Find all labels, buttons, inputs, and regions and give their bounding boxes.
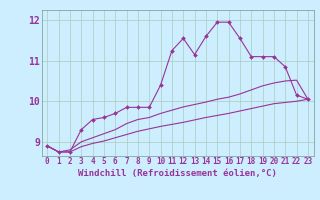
X-axis label: Windchill (Refroidissement éolien,°C): Windchill (Refroidissement éolien,°C)	[78, 169, 277, 178]
